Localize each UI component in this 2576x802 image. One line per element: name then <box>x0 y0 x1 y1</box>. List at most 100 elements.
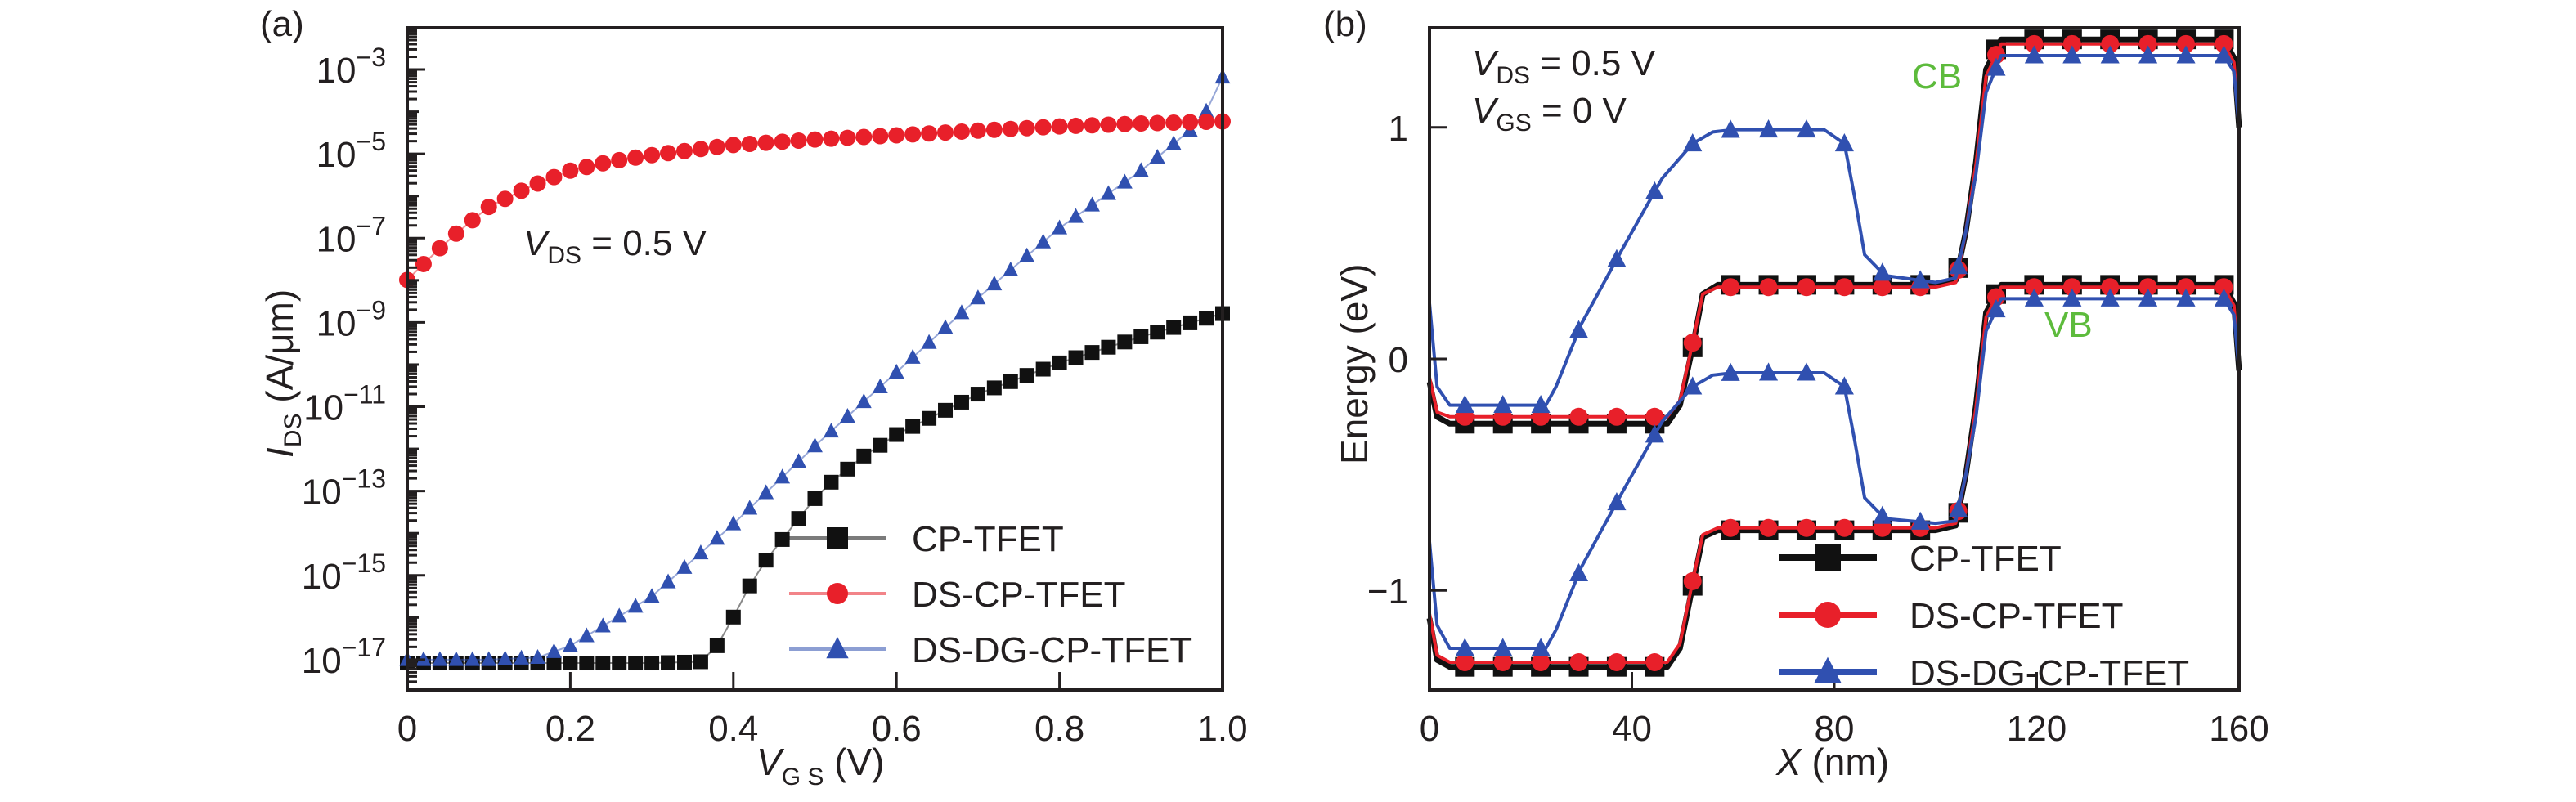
data-point <box>741 135 758 152</box>
data-point <box>1683 376 1703 395</box>
data-point <box>1084 345 1100 361</box>
data-point <box>513 182 530 199</box>
data-point <box>675 142 693 159</box>
data-point <box>872 128 889 145</box>
data-point <box>774 468 791 484</box>
data-point <box>1183 315 1198 330</box>
y-title-unit: (A/μm) <box>258 289 301 414</box>
series-ds-cp-tfet-vb <box>1428 278 2241 672</box>
data-point <box>1133 329 1149 344</box>
series-ds-cp-tfet <box>399 113 1231 289</box>
tick-exponent: −13 <box>342 464 386 494</box>
data-point <box>1493 638 1513 656</box>
data-point <box>2101 278 2120 297</box>
tick-exponent: −15 <box>342 549 386 578</box>
annotation-main: V <box>1472 91 1499 131</box>
data-point <box>1199 311 1214 326</box>
data-point <box>1569 407 1588 426</box>
data-point <box>1759 278 1778 297</box>
annotation-rest: = 0 V <box>1532 91 1627 131</box>
data-point <box>725 515 742 531</box>
data-point <box>1873 505 1892 524</box>
data-point <box>873 437 888 453</box>
data-point <box>627 598 644 613</box>
data-point <box>1493 394 1513 414</box>
data-point <box>660 573 676 589</box>
conduction-band-label: CB <box>1912 56 1962 96</box>
data-point <box>921 125 938 142</box>
data-point <box>1019 368 1034 383</box>
data-point <box>1721 362 1740 381</box>
legend-entry: CP-TFET <box>1779 539 2062 579</box>
y-title-sub: DS <box>280 414 307 448</box>
x-tick-label: 0.6 <box>872 709 922 749</box>
valence-band-label: VB <box>2044 305 2093 345</box>
data-point <box>1568 562 1589 582</box>
data-point <box>2214 45 2233 64</box>
data-point <box>1645 653 1664 672</box>
tick-exponent: −11 <box>343 380 386 410</box>
data-point <box>1759 362 1779 381</box>
data-point <box>611 151 628 168</box>
panel-a-frame <box>406 26 1224 692</box>
data-point <box>2062 278 2081 297</box>
data-point <box>855 392 872 409</box>
x-tick-label: 80 <box>1815 709 1855 749</box>
data-point <box>447 225 464 242</box>
data-point <box>1165 135 1182 150</box>
data-point <box>628 656 644 671</box>
data-point <box>1531 638 1551 656</box>
data-point <box>937 319 954 334</box>
data-point <box>1797 362 1816 381</box>
data-point <box>661 655 676 670</box>
tick-base: 10 <box>302 641 342 681</box>
x-title-main: X <box>1775 741 1803 783</box>
data-point <box>921 334 937 349</box>
tick-base: 10 <box>302 473 342 513</box>
data-point <box>2024 45 2044 64</box>
data-point <box>1568 320 1589 338</box>
data-point <box>676 654 692 670</box>
y-tick-label: 10−17 <box>302 633 386 681</box>
data-point <box>1607 249 1627 267</box>
data-point <box>709 638 725 653</box>
data-point <box>1910 270 1930 289</box>
data-point <box>497 650 514 665</box>
data-point <box>1149 148 1165 164</box>
legend-marker <box>1815 602 1841 628</box>
data-point <box>1003 261 1019 277</box>
tick-exponent: −3 <box>357 43 386 72</box>
series-line <box>407 76 1223 661</box>
y-tick-label: 10−7 <box>316 211 386 259</box>
data-point <box>481 651 497 666</box>
x-tick-label: 160 <box>2209 709 2269 749</box>
data-point <box>1068 208 1084 223</box>
data-point <box>2062 45 2082 64</box>
data-point <box>806 131 824 148</box>
data-point <box>937 124 954 141</box>
data-point <box>611 607 627 623</box>
tick-exponent: −5 <box>357 127 386 156</box>
legend-label: DS-CP-TFET <box>912 575 1126 615</box>
data-point <box>612 656 627 671</box>
data-point <box>1165 114 1183 132</box>
data-point <box>1986 298 2006 318</box>
data-point <box>578 627 595 643</box>
data-point <box>1910 511 1930 530</box>
y-tick-label: −1 <box>1367 571 1408 612</box>
y-tick-label: 0 <box>1389 340 1408 380</box>
tick-exponent: −7 <box>357 211 386 240</box>
x-title-unit: (V) <box>824 741 884 783</box>
data-point <box>1531 394 1551 414</box>
data-point <box>1607 653 1626 672</box>
data-point <box>676 558 693 574</box>
series-ds-dg-cp-tfet <box>399 68 1231 666</box>
data-point <box>969 122 986 139</box>
data-point <box>530 648 545 665</box>
tick-base: 10 <box>303 388 343 428</box>
panel-a-x-axis-title: VG S (V) <box>756 741 884 791</box>
data-point <box>1117 334 1133 350</box>
panel-a-vds-annotation: VDS = 0.5 V <box>523 223 707 269</box>
data-point <box>1084 117 1101 134</box>
